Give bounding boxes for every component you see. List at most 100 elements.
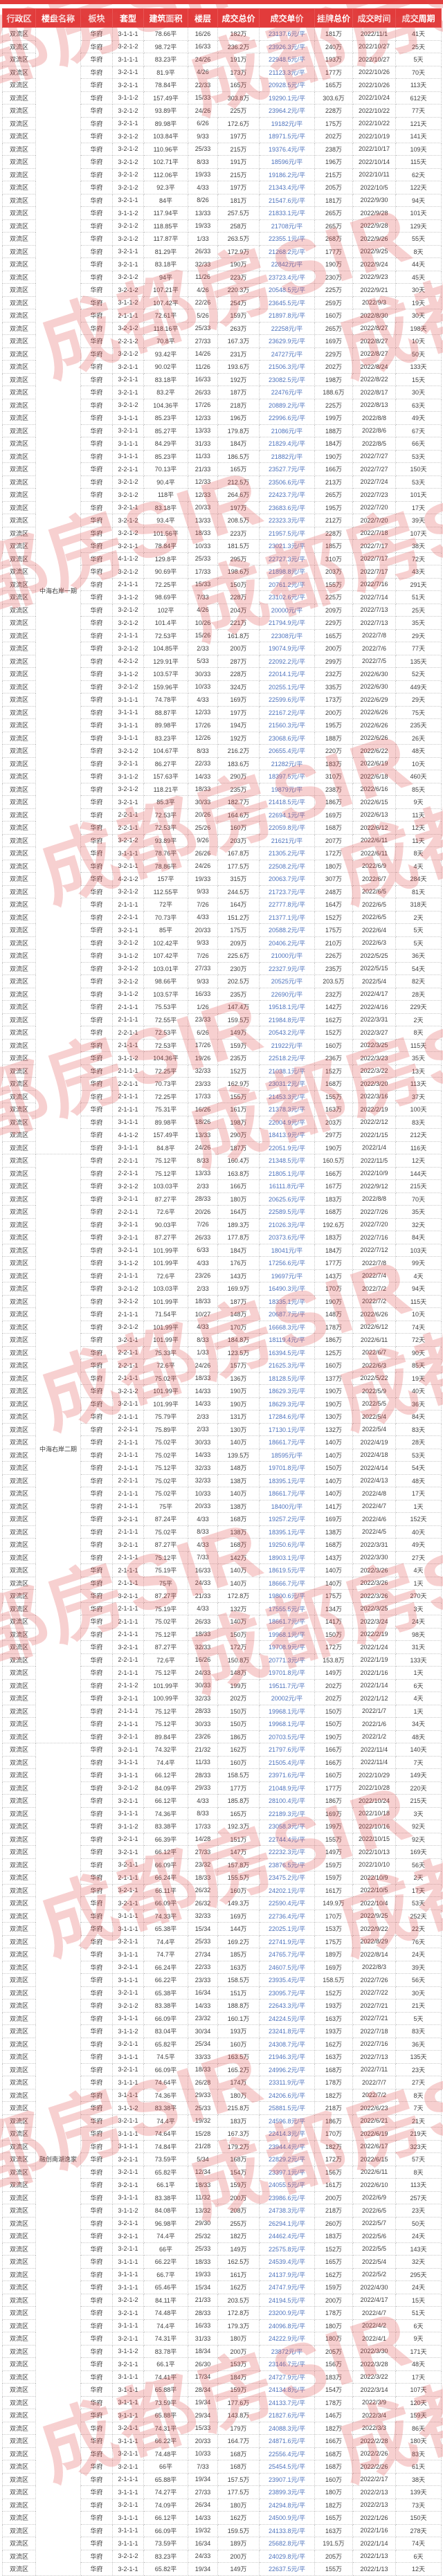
cell-deal-cycle: 72天 [395, 1333, 442, 1347]
table-body: 双流区 中海右岸一期 华府 3-1-1-1 78.66平 16/26 182万 23137.6… [2, 27, 442, 2576]
cell-total-price: 179.8万 [217, 424, 260, 437]
cell-unit-type: 2-1-1-1 [112, 1461, 144, 1475]
cell-district: 双流区 [2, 1678, 36, 1692]
cell-listing-price: 173万 [314, 693, 353, 707]
cell-district: 双流区 [2, 1243, 36, 1257]
cell-unit-price: 22694.1元/平 [259, 808, 315, 822]
cell-deal-cycle: 85天 [395, 1359, 442, 1372]
table-row: 双流区 华府 2-1-1-1 65.88平 19/34 157.5万 23907.1元/平 1… [2, 2472, 442, 2486]
cell-total-price: 163万 [217, 1960, 260, 1974]
cell-unit-type: 3-1-1-2 [112, 770, 144, 783]
cell-total-price: 136万 [217, 1371, 260, 1385]
cell-area: 74.4平 [143, 2114, 188, 2128]
cell-deal-date: 2022/7/27 [352, 462, 396, 476]
cell-area: 101.99平 [143, 1243, 188, 1257]
cell-deal-date: 2022/3/22 [352, 2370, 396, 2384]
cell-area: 74.64平 [143, 2076, 188, 2089]
cell-deal-date: 2022/5/15 [352, 961, 396, 975]
cell-unit-price: 18661.7元/平 [259, 1615, 315, 1629]
cell-area: 98.69平 [143, 590, 188, 604]
cell-deal-date: 2022/10/16 [352, 1820, 396, 1833]
cell-district: 双流区 [2, 372, 36, 386]
cell-district: 双流区 [2, 283, 36, 297]
cell-unit-price: 23971.6元/平 [259, 1768, 315, 1782]
cell-unit-type: 4-1-1-2 [112, 1128, 144, 1142]
cell-deal-cycle: 122天 [395, 181, 442, 194]
cell-section: 华府 [80, 756, 113, 770]
cell-area: 75.12平 [143, 1666, 188, 1680]
cell-listing-price: 166万 [314, 2434, 353, 2448]
cell-listing-price: 161万 [314, 2178, 353, 2192]
cell-deal-date: 2022/6/11 [352, 846, 396, 860]
cell-section: 华府 [80, 1781, 113, 1795]
cell-total-price: 169.9万 [217, 1282, 260, 1296]
cell-unit-price: 24539.4元/平 [259, 2255, 315, 2269]
cell-total-price: 166万 [217, 1179, 260, 1193]
cell-deal-cycle: 17天 [395, 1883, 442, 1897]
cell-area: 101.99平 [143, 1678, 188, 1692]
cell-unit-type: 3-1-1-1 [112, 2409, 144, 2422]
cell-deal-cycle: 12天 [395, 1154, 442, 1168]
cell-unit-type: 3-2-1-1 [112, 1896, 144, 1910]
cell-total-price: 160万 [217, 821, 260, 835]
cell-section: 华府 [80, 91, 113, 105]
cell-deal-cycle: 1天 [395, 1499, 442, 1513]
cell-deal-cycle: 152天 [395, 1512, 442, 1526]
cell-deal-cycle: 36天 [395, 2037, 442, 2051]
cell-floor: 26/32 [188, 1896, 218, 1910]
cell-deal-cycle: 10天 [395, 1307, 442, 1321]
cell-unit-type: 3-2-1-1 [112, 2562, 144, 2576]
cell-unit-type: 3-1-1-2 [112, 987, 144, 1001]
cell-deal-date: 2022/10/24 [352, 1794, 396, 1808]
cell-total-price: 158.5万 [217, 1973, 260, 1987]
cell-deal-cycle: 3天 [395, 1602, 442, 1615]
cell-total-price: 144万 [217, 1922, 260, 1936]
table-row: 双流区 华府 2-2-1-2 70.8平 27/33 167.3万 23629.9元/平 16… [2, 334, 442, 348]
cell-floor: 10/33 [188, 680, 218, 693]
cell-unit-type: 3-1-1-1 [112, 2088, 144, 2102]
cell-area: 75.12平 [143, 1461, 188, 1475]
cell-listing-price: 238万 [314, 142, 353, 156]
cell-area: 84.11平 [143, 2293, 188, 2307]
cell-listing-price: 140万 [314, 1487, 353, 1500]
cell-deal-cycle: 32天 [395, 1217, 442, 1231]
cell-section: 华府 [80, 1231, 113, 1244]
cell-floor: 9/33 [188, 129, 218, 143]
table-row: 双流区 华府 3-2-1-2 117.87平 1/33 263.5万 22355.1元/平 2… [2, 232, 442, 246]
cell-district: 双流区 [2, 2472, 36, 2486]
cell-unit-price: 23506.6元/平 [259, 475, 315, 489]
cell-listing-price: 149万 [314, 1666, 353, 1680]
cell-total-price: 181万 [217, 193, 260, 207]
cell-floor: 7/26 [188, 949, 218, 963]
cell-district: 双流区 [2, 1858, 36, 1871]
cell-listing-price: 307万 [314, 872, 353, 886]
cell-total-price: 149万 [217, 2242, 260, 2256]
cell-section: 华府 [80, 1154, 113, 1168]
cell-total-price: 158.5万 [217, 1768, 260, 1782]
cell-deal-date: 2022/3/31 [352, 1013, 396, 1026]
cell-floor: 19/33 [188, 167, 218, 181]
cell-area: 102.71平 [143, 155, 188, 169]
cell-deal-cycle: 1天 [395, 1704, 442, 1718]
cell-area: 70.73平 [143, 1077, 188, 1091]
table-row: 双流区 华府 3-2-1-2 98.72平 16/33 236.2万 23926.3元/平 2… [2, 39, 442, 53]
cell-district: 双流区 [2, 347, 36, 361]
table-row: 双流区 华府 3-2-1-2 103.84平 9/33 197万 18971.5元/平 202… [2, 129, 442, 143]
cell-deal-cycle: 10天 [395, 334, 442, 348]
cell-unit-price: 19186.2元/平 [259, 167, 315, 181]
cell-floor: 25/33 [188, 2242, 218, 2256]
cell-total-price: 165.2万 [217, 2062, 260, 2076]
cell-district: 双流区 [2, 1256, 36, 1270]
cell-section: 华府 [80, 2434, 113, 2448]
cell-deal-cycle: 229天 [395, 1000, 442, 1014]
cell-district: 双流区 [2, 898, 36, 911]
cell-unit-price: 22476元/平 [259, 386, 315, 399]
cell-unit-price: 23629.9元/平 [259, 334, 315, 348]
cell-total-price: 150万 [217, 1717, 260, 1731]
cell-district: 双流区 [2, 167, 36, 181]
cell-floor: 23/32 [188, 2011, 218, 2025]
cell-district: 双流区 [2, 1986, 36, 1999]
table-row: 双流区 华府 3-1-1-1 66.12平 14/33 162万 24500.9元/平 165… [2, 2511, 442, 2525]
cell-unit-price: 18596元/平 [259, 155, 315, 169]
cell-deal-cycle: 12天 [395, 2562, 442, 2576]
